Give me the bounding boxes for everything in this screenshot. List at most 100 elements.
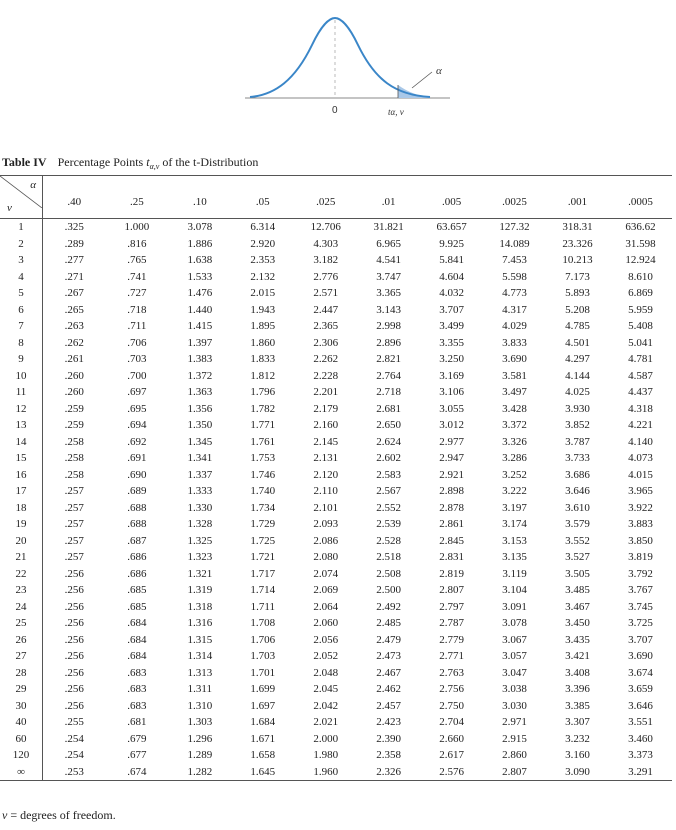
degrees-of-freedom-cell: 26 bbox=[0, 631, 43, 648]
critical-value-cell: 1.303 bbox=[187, 716, 213, 728]
critical-value-cell: .263 bbox=[64, 320, 84, 332]
critical-value-cell: 2.878 bbox=[439, 501, 464, 514]
critical-value-cell: 2.650 bbox=[376, 419, 402, 431]
critical-value-cell: 2.807 bbox=[439, 584, 464, 596]
critical-value-cell: .685 bbox=[127, 600, 147, 613]
critical-value-cell: .695 bbox=[127, 402, 147, 415]
critical-value-cell: 2.896 bbox=[376, 336, 402, 349]
critical-value-cell: 3.707 bbox=[439, 303, 464, 316]
critical-value-cell: 5.893 bbox=[565, 287, 590, 299]
column-header-alpha: .0005 bbox=[628, 196, 653, 208]
critical-value-cell: .256 bbox=[64, 584, 84, 596]
critical-value-cell: 2.390 bbox=[376, 732, 402, 745]
critical-value-cell: .325 bbox=[64, 221, 84, 233]
critical-value-cell: 2.048 bbox=[313, 666, 339, 679]
critical-value-cell: 3.222 bbox=[502, 485, 527, 497]
degrees-of-freedom-cell: 120 bbox=[0, 747, 43, 764]
table-body: 1.325 1.000 3.078 6.314 12.706 31.821 63.657 12… bbox=[0, 218, 672, 781]
critical-value-cell: 2.763 bbox=[439, 666, 464, 679]
critical-value-cell: 2.718 bbox=[376, 386, 402, 398]
critical-value-cell: 3.707 bbox=[628, 633, 653, 646]
critical-value-cell: 2.819 bbox=[439, 567, 464, 580]
header-row: α ν .40 .25 .10 .05 .025 .01 .005 .0025 .001 .000… bbox=[0, 175, 672, 219]
critical-value-cell: 1.714 bbox=[250, 584, 276, 596]
critical-value-cell: 2.306 bbox=[313, 336, 339, 349]
critical-value-cell: 2.479 bbox=[376, 633, 402, 646]
degrees-of-freedom-cell: 60 bbox=[0, 730, 43, 747]
table-row: 6 .265 .718 1.440 1.943 2.447 3.143 3.707 4.317 5… bbox=[0, 301, 672, 318]
critical-value-cell: 2.021 bbox=[313, 716, 339, 728]
degrees-of-freedom-cell: 19 bbox=[0, 516, 43, 533]
critical-value-cell: 2.074 bbox=[313, 567, 339, 580]
critical-value-cell: 3.286 bbox=[502, 452, 527, 464]
critical-value-cell: 3.047 bbox=[502, 666, 527, 679]
critical-value-cell: .265 bbox=[64, 303, 84, 316]
caption-t-subscript: α,ν bbox=[149, 162, 160, 171]
critical-value-cell: 2.518 bbox=[376, 551, 402, 563]
critical-value-cell: 5.841 bbox=[439, 254, 464, 266]
table-row: 2 .289 .816 1.886 2.920 4.303 6.965 9.925 14.089… bbox=[0, 235, 672, 252]
critical-value-cell: 2.998 bbox=[376, 320, 402, 332]
critical-value-cell: .711 bbox=[127, 320, 147, 332]
critical-value-cell: 1.533 bbox=[187, 270, 213, 283]
critical-value-cell: .674 bbox=[127, 765, 147, 778]
critical-value-cell: 4.781 bbox=[628, 353, 653, 365]
corner-diagonal bbox=[0, 176, 42, 208]
critical-value-cell: 1.296 bbox=[187, 732, 213, 745]
critical-value-cell: 2.179 bbox=[313, 402, 339, 415]
table-row: 14 .258 .692 1.345 1.761 2.145 2.624 2.977 3.326… bbox=[0, 433, 672, 450]
critical-value-cell: 1.721 bbox=[250, 551, 276, 563]
table-row: 16 .258 .690 1.337 1.746 2.120 2.583 2.921 3.252… bbox=[0, 466, 672, 483]
critical-value-cell: 3.435 bbox=[565, 633, 590, 646]
critical-value-cell: 2.583 bbox=[376, 468, 402, 481]
critical-value-cell: 2.052 bbox=[313, 650, 339, 662]
critical-value-cell: 3.153 bbox=[502, 534, 527, 547]
critical-value-cell: 8.610 bbox=[628, 270, 653, 283]
critical-value-cell: 2.000 bbox=[313, 732, 339, 745]
critical-value-cell: 2.093 bbox=[313, 518, 339, 530]
table-row: ∞ .253 .674 1.282 1.645 1.960 2.326 2.576 2.807 3… bbox=[0, 763, 672, 781]
critical-value-cell: .256 bbox=[64, 683, 84, 695]
critical-value-cell: 2.971 bbox=[502, 716, 527, 728]
density-curve-graphic: α 0 tα, ν bbox=[245, 16, 450, 117]
degrees-of-freedom-cell: 7 bbox=[0, 318, 43, 335]
table-caption: Table IV Percentage Points tα,ν of the t… bbox=[2, 155, 258, 171]
critical-value-cell: 2.787 bbox=[439, 617, 464, 629]
critical-value-cell: 2.845 bbox=[439, 534, 464, 547]
critical-value-cell: 2.086 bbox=[313, 534, 339, 547]
critical-value-cell: 3.135 bbox=[502, 551, 527, 563]
critical-value-cell: 3.686 bbox=[565, 468, 590, 481]
table-row: 40 .255 .681 1.303 1.684 2.021 2.423 2.704 2.971… bbox=[0, 714, 672, 731]
critical-value-cell: 4.317 bbox=[502, 303, 527, 316]
critical-value-cell: 2.704 bbox=[439, 716, 464, 728]
critical-value-cell: 4.501 bbox=[565, 336, 590, 349]
critical-value-cell: 3.674 bbox=[628, 666, 653, 679]
table-row: 27 .256 .684 1.314 1.703 2.052 2.473 2.771 3.057… bbox=[0, 648, 672, 665]
critical-value-cell: 2.485 bbox=[376, 617, 402, 629]
critical-value-cell: 1.703 bbox=[250, 650, 276, 662]
critical-value-cell: .765 bbox=[127, 254, 147, 266]
critical-value-cell: 4.029 bbox=[502, 320, 527, 332]
critical-value-cell: .685 bbox=[127, 584, 147, 596]
critical-value-cell: 2.681 bbox=[376, 402, 402, 415]
critical-value-cell: 3.767 bbox=[628, 584, 653, 596]
critical-value-cell: 1.372 bbox=[187, 369, 213, 382]
critical-value-cell: 2.462 bbox=[376, 683, 402, 695]
critical-value-cell: 1.895 bbox=[250, 320, 276, 332]
table-row: 9 .261 .703 1.383 1.833 2.262 2.821 3.250 3.690 4… bbox=[0, 351, 672, 368]
critical-value-cell: 1.782 bbox=[250, 402, 276, 415]
critical-value-cell: 3.385 bbox=[565, 699, 590, 712]
critical-value-cell: 3.143 bbox=[376, 303, 402, 316]
critical-value-cell: 4.587 bbox=[628, 369, 653, 382]
critical-value-cell: 3.160 bbox=[565, 749, 590, 761]
degrees-of-freedom-cell: 40 bbox=[0, 714, 43, 731]
critical-value-cell: 5.408 bbox=[628, 320, 653, 332]
critical-value-cell: .256 bbox=[64, 699, 84, 712]
degrees-of-freedom-cell: 28 bbox=[0, 664, 43, 681]
table-row: 12 .259 .695 1.356 1.782 2.179 2.681 3.055 3.428… bbox=[0, 400, 672, 417]
critical-value-cell: 3.106 bbox=[439, 386, 464, 398]
right-tail-area bbox=[398, 85, 430, 98]
critical-value-cell: .690 bbox=[127, 468, 147, 481]
table-row: 28 .256 .683 1.313 1.701 2.048 2.467 2.763 3.047… bbox=[0, 664, 672, 681]
footnote-nu: ν bbox=[2, 808, 8, 822]
